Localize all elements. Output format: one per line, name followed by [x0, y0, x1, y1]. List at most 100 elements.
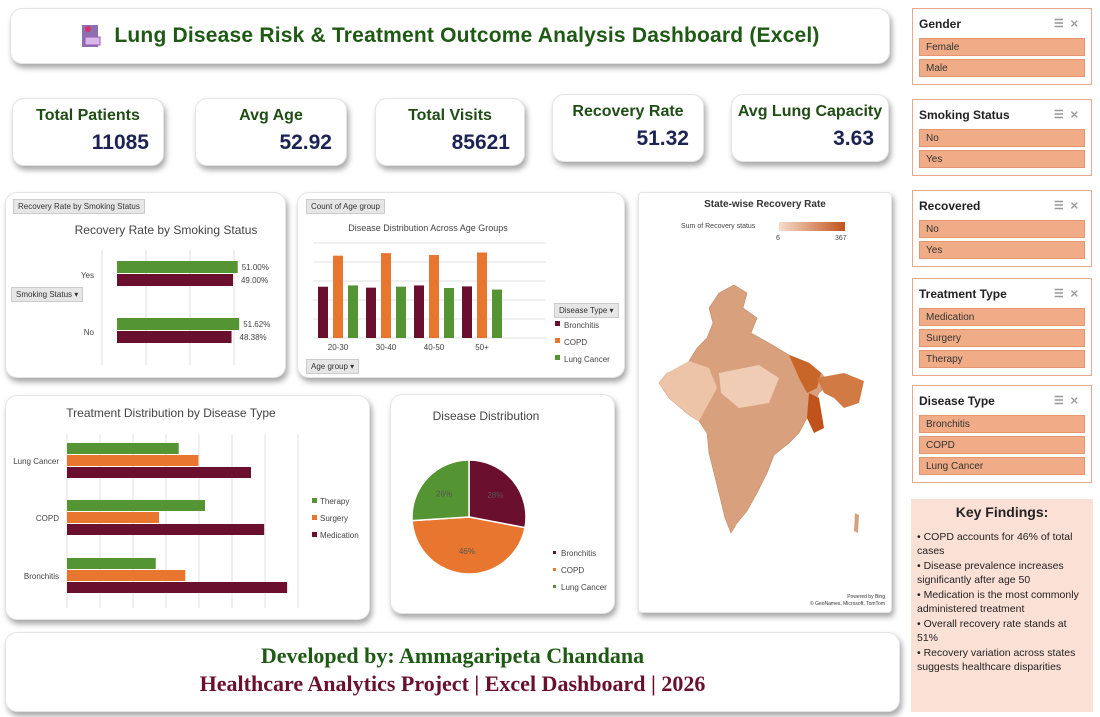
bar: [333, 255, 343, 338]
kpi-value: 3.63: [833, 127, 874, 150]
legend-swatch: [553, 585, 556, 588]
category-label: Yes: [81, 271, 94, 280]
bar: [366, 287, 376, 338]
bar: [117, 318, 240, 330]
kpi-total-patients: Total Patients 11085: [12, 98, 164, 166]
map-legend-min: 6: [776, 235, 780, 242]
bar: [462, 286, 472, 338]
legend-swatch: [555, 355, 560, 360]
category-label: No: [84, 328, 95, 337]
multi-select-icon[interactable]: ☰: [1053, 109, 1070, 121]
slice-label: 28%: [487, 491, 503, 500]
smoking-status-filter[interactable]: Smoking Status ▾: [11, 287, 84, 302]
bar: [429, 255, 439, 338]
category-label: 50+: [475, 343, 489, 352]
bar: [67, 455, 199, 466]
map-credit: Powered by Bing: [847, 594, 885, 600]
category-label: 40-50: [424, 343, 445, 352]
clear-filter-icon[interactable]: ⨯: [1069, 288, 1085, 300]
disease-type-filter[interactable]: Disease Type ▾: [554, 303, 619, 318]
slicer-gender: Gender ☰⨯ Female Male: [912, 8, 1092, 85]
chart-plot: 20-30 30-40 40-50 50+ Bronchitis COPD Lung Can…: [313, 242, 610, 364]
multi-select-icon[interactable]: ☰: [1053, 200, 1070, 212]
category-label: Lung Cancer: [13, 457, 59, 466]
bar: [117, 331, 232, 343]
multi-select-icon[interactable]: ☰: [1053, 288, 1070, 300]
kpi-value: 11085: [91, 131, 149, 154]
slicer-item[interactable]: Lung Cancer: [919, 457, 1085, 475]
slicer-treatment-type: Treatment Type ☰⨯ Medication Surgery Therapy: [912, 278, 1092, 376]
clear-filter-icon[interactable]: ⨯: [1069, 109, 1085, 121]
kpi-avg-lung-capacity: Avg Lung Capacity 3.63: [731, 94, 889, 162]
legend-swatch: [555, 338, 560, 343]
disease-pie-chart[interactable]: Disease Distribution 28% 46% 26% Bronchitis…: [390, 394, 615, 614]
slicer-item[interactable]: No: [919, 220, 1085, 238]
kpi-recovery-rate: Recovery Rate 51.32: [552, 94, 704, 162]
slicer-item[interactable]: No: [919, 129, 1085, 147]
bar: [318, 286, 328, 338]
kpi-total-visits: Total Visits 85621: [375, 98, 525, 166]
india-map: [658, 284, 864, 534]
multi-select-icon[interactable]: ☰: [1053, 395, 1070, 407]
legend-label: COPD: [561, 566, 584, 575]
slicer-item[interactable]: COPD: [919, 436, 1085, 454]
clear-filter-icon[interactable]: ⨯: [1069, 395, 1085, 407]
slicer-item[interactable]: Yes: [919, 241, 1085, 259]
pie-slice: [468, 459, 527, 529]
legend-label: Medication: [320, 531, 359, 540]
finding-item: • Disease prevalence increases significa…: [917, 559, 1064, 587]
category-label: Bronchitis: [24, 572, 59, 581]
filter-label: Smoking Status: [16, 290, 73, 299]
slicer-item[interactable]: Female: [919, 38, 1085, 56]
bar: [67, 500, 205, 511]
developer-line: Developed by: Ammagaripeta Chandana: [260, 643, 645, 668]
age-group-filter[interactable]: Age group ▾: [306, 359, 360, 374]
chart-title: Recovery Rate by Smoking Status: [74, 223, 258, 237]
slicer-item[interactable]: Therapy: [919, 350, 1085, 368]
slicer-item[interactable]: Surgery: [919, 329, 1085, 347]
kpi-label: Avg Age: [239, 107, 303, 124]
kpi-label: Recovery Rate: [572, 103, 684, 120]
kpi-label: Total Patients: [36, 107, 140, 124]
kpi-value: 51.32: [636, 127, 689, 150]
multi-select-icon[interactable]: ☰: [1053, 18, 1070, 30]
finding-item: • Overall recovery rate stands at 51%: [917, 617, 1067, 645]
kpi-value: 85621: [451, 131, 510, 154]
slicer-item[interactable]: Yes: [919, 150, 1085, 168]
kpi-label: Avg Lung Capacity: [737, 103, 883, 120]
legend-label: Lung Cancer: [564, 355, 610, 364]
key-findings-panel: Key Findings: • COPD accounts for 46% of…: [911, 499, 1093, 712]
legend-swatch: [555, 321, 560, 326]
smoking-recovery-chart[interactable]: Recovery Rate by Smoking Status Recovery…: [5, 192, 286, 378]
dashboard-title: Lung Disease Risk & Treatment Outcome An…: [114, 24, 820, 47]
pie-slice: [411, 459, 470, 522]
bar: [117, 274, 233, 286]
legend-swatch: [553, 568, 556, 571]
slicer-item[interactable]: Bronchitis: [919, 415, 1085, 433]
slicer-recovered: Recovered ☰⨯ No Yes: [912, 190, 1092, 267]
map-title: State-wise Recovery Rate: [704, 199, 826, 210]
slicer-item[interactable]: Male: [919, 59, 1085, 77]
slicer-title: Recovered: [919, 199, 981, 213]
category-label: 30-40: [376, 343, 397, 352]
pivot-field-button[interactable]: Count of Age group: [306, 199, 385, 214]
clear-filter-icon[interactable]: ⨯: [1069, 200, 1085, 212]
project-line: Healthcare Analytics Project | Excel Das…: [199, 671, 706, 696]
state-recovery-map[interactable]: State-wise Recovery Rate Sum of Recovery…: [638, 192, 892, 613]
map-legend-max: 367: [835, 235, 847, 242]
pivot-field-button[interactable]: Recovery Rate by Smoking Status: [13, 199, 145, 214]
bar: [117, 261, 238, 273]
bar: [67, 512, 159, 523]
bar: [381, 253, 391, 338]
filter-label: Disease Type: [559, 306, 608, 315]
legend-swatch: [312, 532, 317, 537]
category-label: 20-30: [328, 343, 349, 352]
slicer-item[interactable]: Medication: [919, 308, 1085, 326]
slicer-smoking-status: Smoking Status ☰⨯ No Yes: [912, 99, 1092, 176]
legend-swatch: [553, 551, 556, 554]
slicer-title: Smoking Status: [919, 108, 1010, 122]
treatment-distribution-chart[interactable]: Treatment Distribution by Disease Type L…: [5, 395, 370, 620]
clear-filter-icon[interactable]: ⨯: [1069, 18, 1085, 30]
clipboard-icon: [82, 25, 101, 47]
age-group-chart[interactable]: Count of Age group Disease Distribution …: [297, 192, 625, 378]
